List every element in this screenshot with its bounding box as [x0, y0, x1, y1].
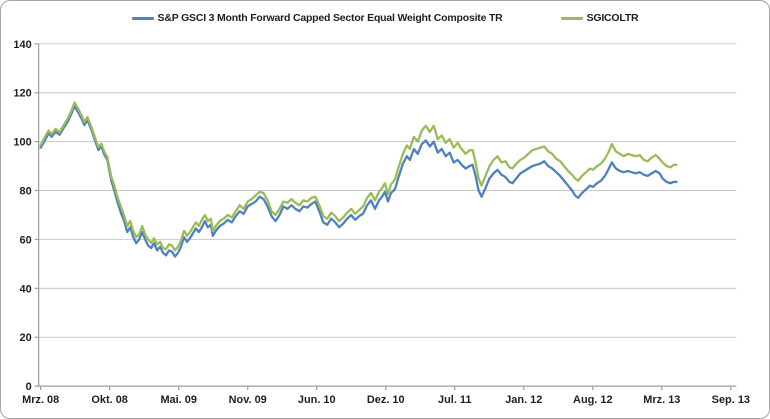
- y-axis-label-120: 120: [13, 88, 31, 100]
- x-axis-label-2: Mai. 09: [160, 394, 196, 406]
- y-axis-label-80: 80: [20, 186, 32, 198]
- chart-legend: S&P GSCI 3 Month Forward Capped Sector E…: [1, 12, 769, 24]
- y-axis-label-0: 0: [26, 381, 32, 393]
- y-axis-label-140: 140: [13, 39, 31, 51]
- x-axis-label-7: Jan. 12: [505, 394, 542, 406]
- x-axis-label-1: Okt. 08: [91, 394, 127, 406]
- legend-line-swatch-green: [560, 16, 583, 20]
- y-axis-label-100: 100: [13, 137, 31, 149]
- y-axis-label-40: 40: [20, 283, 32, 295]
- legend-label-sgicoltr: SGICOLTR: [586, 12, 639, 24]
- x-axis-label-9: Mrz. 13: [643, 394, 680, 406]
- x-axis-label-5: Dez. 10: [367, 394, 405, 406]
- legend-item-sgicoltr: SGICOLTR: [560, 12, 639, 24]
- series-line-sgicoltr: [39, 101, 678, 252]
- legend-item-sp-gsci: S&P GSCI 3 Month Forward Capped Sector E…: [131, 12, 503, 24]
- x-axis-label-4: Jun. 10: [298, 394, 336, 406]
- legend-line-swatch-blue: [131, 16, 154, 20]
- series-line-sp-gsci: [39, 105, 678, 258]
- x-axis-label-6: Jul. 11: [438, 394, 471, 406]
- x-axis-label-10: Sep. 13: [712, 394, 750, 406]
- x-axis-label-3: Nov. 09: [229, 394, 267, 406]
- legend-label-sp-gsci: S&P GSCI 3 Month Forward Capped Sector E…: [157, 12, 503, 24]
- x-axis-label-8: Aug. 12: [573, 394, 613, 406]
- y-axis-label-60: 60: [20, 234, 32, 246]
- y-axis-label-20: 20: [20, 332, 32, 344]
- x-axis-label-0: Mrz. 08: [22, 394, 59, 406]
